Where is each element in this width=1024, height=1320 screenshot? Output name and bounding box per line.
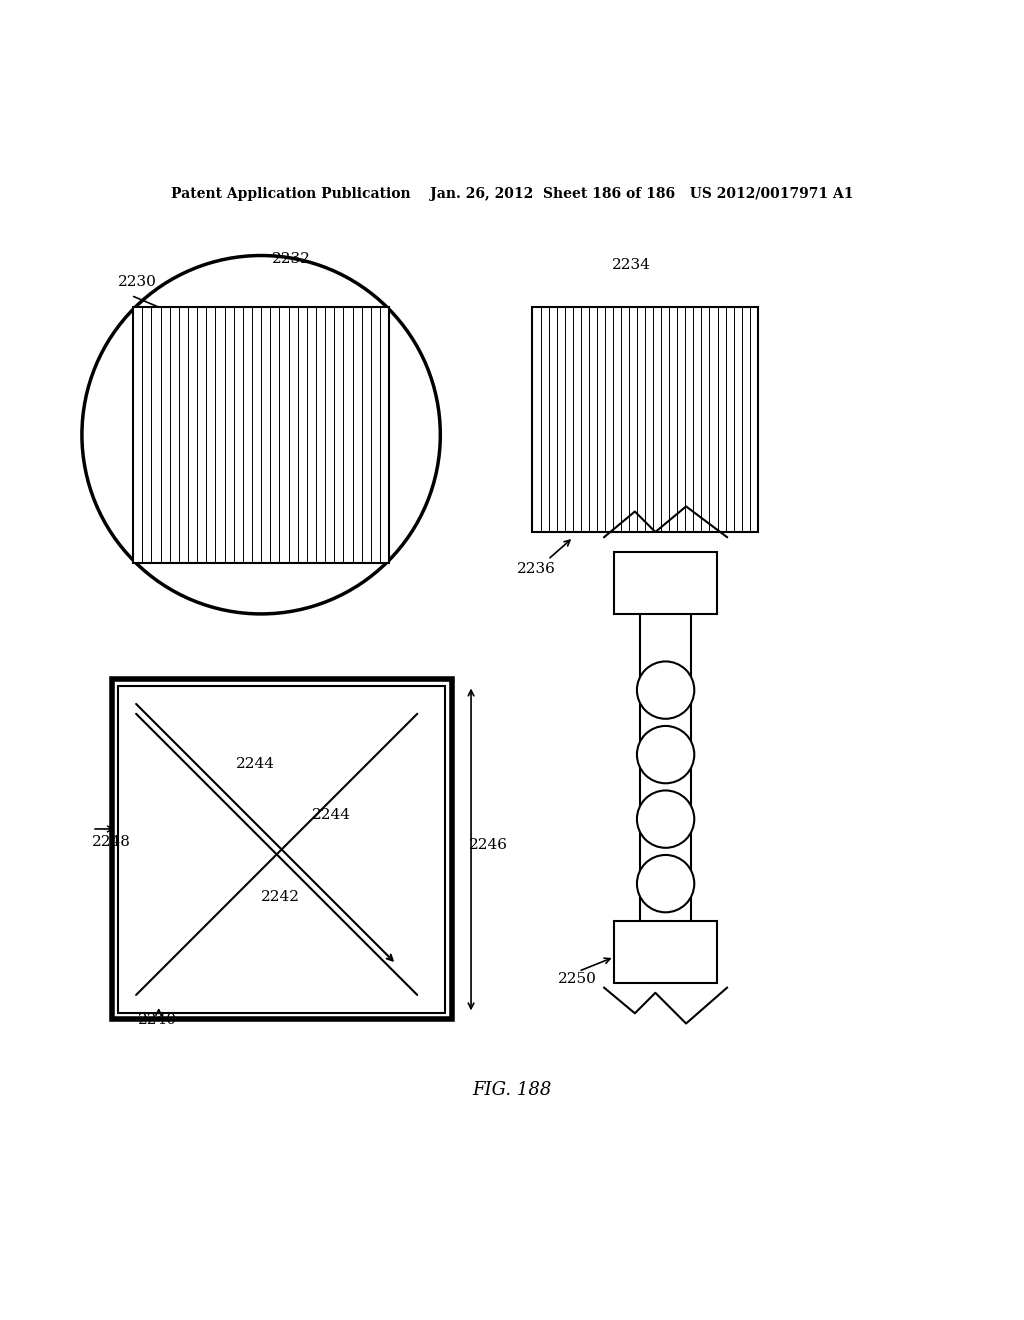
Circle shape [637,791,694,847]
Text: 2236: 2236 [517,562,556,576]
Bar [112,680,452,1019]
Bar [532,306,758,532]
Circle shape [637,855,694,912]
Bar [133,306,389,562]
Text: Patent Application Publication    Jan. 26, 2012  Sheet 186 of 186   US 2012/0017: Patent Application Publication Jan. 26, … [171,187,853,201]
Text: 2246: 2246 [469,838,508,853]
Text: 2250: 2250 [558,972,597,986]
Circle shape [637,661,694,719]
Text: FIG. 188: FIG. 188 [472,1081,552,1100]
Bar [614,553,717,614]
Text: 2248: 2248 [92,836,131,849]
Circle shape [637,726,694,783]
Text: 2240: 2240 [138,1012,177,1027]
Text: 2244: 2244 [312,808,351,822]
Text: 2242: 2242 [261,890,300,904]
Text: 2234: 2234 [612,257,651,272]
Bar [118,685,445,1014]
Text: 2236: 2236 [179,531,218,545]
Bar [640,594,691,941]
Bar [614,921,717,982]
Text: 2230: 2230 [118,276,157,289]
Text: 2244: 2244 [236,756,274,771]
Text: 2232: 2232 [272,252,311,265]
